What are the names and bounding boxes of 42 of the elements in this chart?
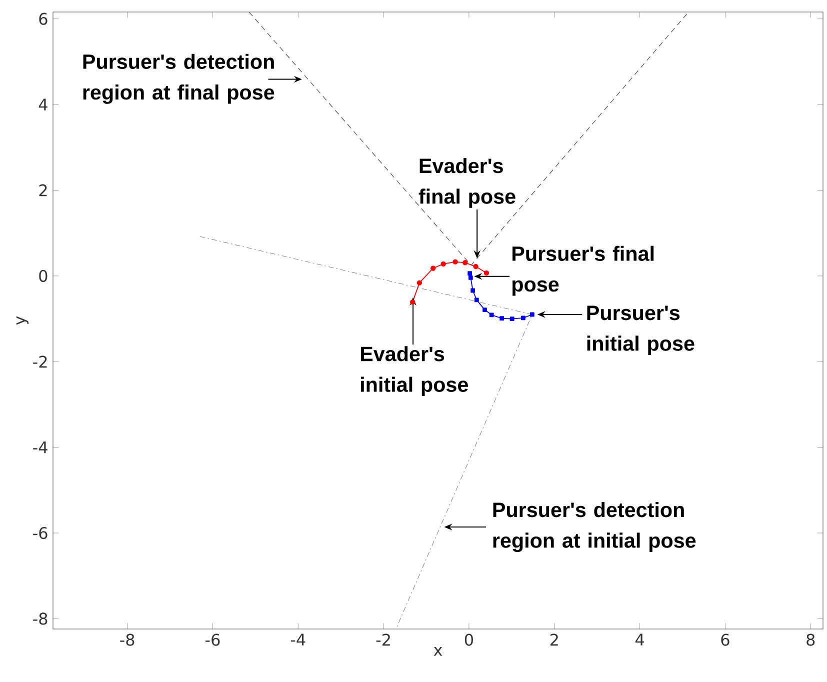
point bbox=[430, 266, 436, 271]
point bbox=[489, 312, 494, 318]
y-tick-label: 6 bbox=[39, 12, 48, 25]
point bbox=[470, 288, 476, 293]
y-tick-label: 2 bbox=[39, 184, 47, 196]
point bbox=[452, 259, 458, 264]
y-tick-label: -6 bbox=[33, 526, 48, 540]
y-tick-label: -2 bbox=[33, 356, 47, 368]
x-tick-label: 6 bbox=[721, 634, 730, 646]
point bbox=[473, 264, 478, 270]
x-tick-label: 2 bbox=[550, 634, 558, 646]
x-tick-label: 4 bbox=[635, 634, 644, 646]
annotation: Evader's final pose bbox=[418, 158, 516, 208]
x-tick-label: 8 bbox=[806, 634, 815, 646]
x-tick-label: -8 bbox=[120, 634, 134, 646]
x-tick-label: -2 bbox=[376, 634, 390, 646]
x-tick-label: -6 bbox=[206, 634, 220, 646]
point bbox=[482, 308, 487, 312]
point bbox=[484, 270, 490, 276]
y-tick-label: -8 bbox=[33, 612, 48, 625]
x-axis-title: x bbox=[434, 646, 442, 656]
point bbox=[521, 316, 526, 320]
annotation: Pursuer's detection region at final pose bbox=[83, 54, 274, 104]
point bbox=[530, 312, 534, 317]
point bbox=[416, 280, 422, 286]
point bbox=[462, 260, 468, 266]
x-tick-label: -4 bbox=[290, 634, 306, 646]
annotation: Pursuer's initial pose bbox=[587, 306, 694, 355]
point bbox=[468, 275, 473, 280]
annotation: Evader's initial pose bbox=[360, 346, 468, 396]
annotation: Pursuer's detection region at initial pose bbox=[493, 502, 696, 552]
point bbox=[500, 316, 504, 321]
point bbox=[468, 271, 472, 276]
point bbox=[474, 298, 479, 302]
y-tick-label: -4 bbox=[33, 441, 48, 454]
y-tick-label: 0 bbox=[39, 270, 48, 282]
point bbox=[510, 316, 514, 321]
point bbox=[440, 261, 446, 267]
y-tick-label: 4 bbox=[38, 98, 48, 110]
annotation: Pursuer's final pose bbox=[512, 246, 654, 296]
y-axis-title: y bbox=[16, 316, 29, 325]
x-tick-label: 0 bbox=[464, 634, 473, 646]
